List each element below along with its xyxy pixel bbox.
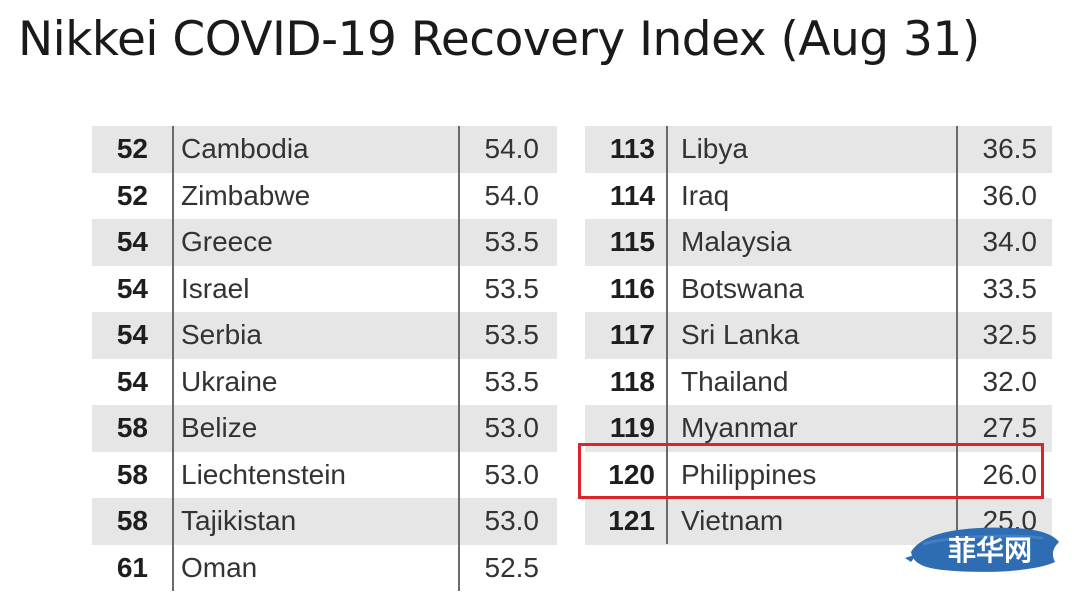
score-cell: 54.0 — [484, 133, 540, 165]
rank-cell: 52 — [116, 179, 148, 211]
score-cell: 32.5 — [982, 319, 1038, 351]
country-cell: Iraq — [681, 179, 730, 211]
country-cell: Vietnam — [681, 505, 784, 537]
table-row: 54 Ukraine 53.5 — [92, 359, 557, 406]
country-cell: Liechtenstein — [181, 458, 347, 490]
highlight-box — [578, 443, 1044, 499]
rank-cell: 118 — [609, 365, 655, 397]
country-cell: Oman — [181, 551, 258, 583]
country-cell: Tajikistan — [181, 505, 297, 537]
country-cell: Serbia — [181, 319, 262, 351]
column-divider — [956, 126, 958, 544]
table-row: 118 Thailand 32.0 — [585, 359, 1052, 406]
score-cell: 53.5 — [484, 319, 540, 351]
table-row: 58 Liechtenstein 53.0 — [92, 452, 557, 499]
score-cell: 26.0 — [982, 458, 1038, 490]
country-cell: Greece — [181, 226, 273, 258]
table-row: 117 Sri Lanka 32.5 — [585, 312, 1052, 359]
rank-cell: 121 — [608, 505, 655, 537]
ranking-table-left: 52 Cambodia 54.0 52 Zimbabwe 54.0 54 Gre… — [92, 126, 557, 591]
score-cell: 53.5 — [484, 226, 540, 258]
column-divider — [172, 126, 174, 591]
watermark-brush-icon — [905, 527, 1059, 572]
score-cell: 53.0 — [484, 412, 540, 444]
score-cell: 53.0 — [484, 505, 540, 537]
table-row: 115 Malaysia 34.0 — [585, 219, 1052, 266]
score-cell: 36.5 — [982, 133, 1038, 165]
table-row: 61 Oman 52.5 — [92, 545, 557, 592]
column-divider — [458, 126, 460, 591]
rank-cell: 113 — [609, 133, 655, 165]
score-cell: 32.0 — [982, 365, 1038, 397]
rank-cell: 120 — [608, 458, 655, 490]
table-row: 58 Belize 53.0 — [92, 405, 557, 452]
rank-cell: 115 — [609, 226, 655, 258]
table-row: 52 Cambodia 54.0 — [92, 126, 557, 173]
watermark-badge: 菲华网 — [903, 514, 1063, 584]
table-row-highlighted: 120 Philippines 26.0 — [585, 452, 1052, 499]
score-cell: 33.5 — [982, 272, 1038, 304]
rank-cell: 114 — [609, 179, 655, 211]
rank-cell: 58 — [116, 458, 148, 490]
country-cell: Israel — [181, 272, 250, 304]
country-cell: Libya — [681, 133, 748, 165]
ranking-table-right: 113 Libya 36.5 114 Iraq 36.0 115 Malaysi… — [585, 126, 1052, 545]
score-cell: 53.5 — [484, 365, 540, 397]
rank-cell: 54 — [116, 319, 148, 351]
country-cell: Belize — [181, 412, 258, 444]
table-row: 113 Libya 36.5 — [585, 126, 1052, 173]
score-cell: 52.5 — [484, 551, 540, 583]
rank-cell: 58 — [116, 412, 148, 444]
page-title: Nikkei COVID-19 Recovery Index (Aug 31) — [18, 12, 980, 67]
country-cell: Sri Lanka — [681, 319, 800, 351]
rank-cell: 61 — [116, 551, 148, 583]
watermark-text: 菲华网 — [947, 534, 1032, 567]
rank-cell: 52 — [116, 133, 148, 165]
table-row: 52 Zimbabwe 54.0 — [92, 173, 557, 220]
rank-cell: 54 — [116, 272, 148, 304]
country-cell: Myanmar — [681, 412, 798, 444]
score-cell: 27.5 — [982, 412, 1038, 444]
rank-cell: 119 — [609, 412, 655, 444]
country-cell: Zimbabwe — [181, 179, 311, 211]
rank-cell: 116 — [609, 272, 655, 304]
score-cell: 34.0 — [982, 226, 1038, 258]
rank-cell: 54 — [116, 365, 148, 397]
rank-cell: 117 — [609, 319, 655, 351]
country-cell: Cambodia — [181, 133, 309, 165]
table-row: 54 Greece 53.5 — [92, 219, 557, 266]
country-cell: Thailand — [681, 365, 789, 397]
score-cell: 53.5 — [484, 272, 540, 304]
country-cell: Botswana — [681, 272, 804, 304]
column-divider — [666, 126, 668, 544]
rank-cell: 58 — [116, 505, 148, 537]
country-cell: Ukraine — [181, 365, 278, 397]
rank-cell: 54 — [116, 226, 148, 258]
score-cell: 36.0 — [982, 179, 1038, 211]
score-cell: 53.0 — [484, 458, 540, 490]
table-row: 58 Tajikistan 53.0 — [92, 498, 557, 545]
country-cell: Philippines — [681, 458, 817, 490]
table-row: 116 Botswana 33.5 — [585, 266, 1052, 313]
score-cell: 54.0 — [484, 179, 540, 211]
country-cell: Malaysia — [681, 226, 792, 258]
table-row: 54 Israel 53.5 — [92, 266, 557, 313]
table-row: 54 Serbia 53.5 — [92, 312, 557, 359]
table-row: 114 Iraq 36.0 — [585, 173, 1052, 220]
